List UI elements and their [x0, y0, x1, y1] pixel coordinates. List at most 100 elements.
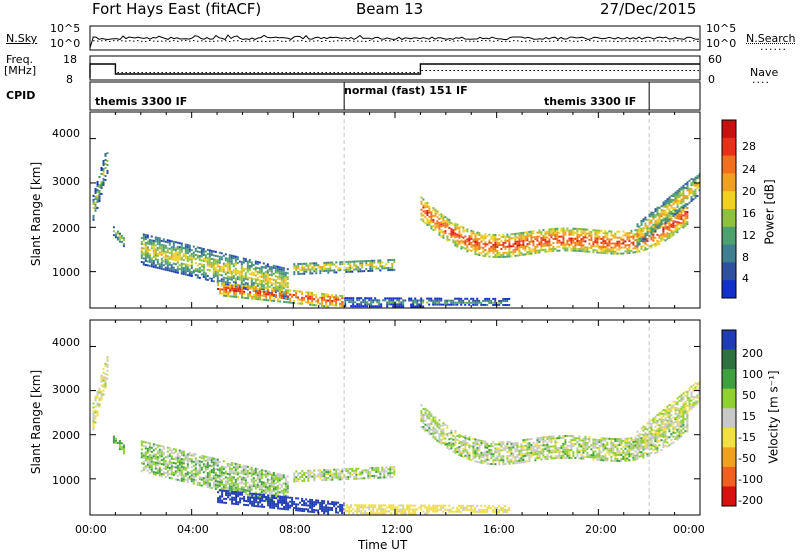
power-echo-cell: [432, 209, 435, 211]
power-echo-cell: [156, 252, 159, 255]
power-echo-cell: [660, 205, 663, 208]
velocity-echo-cell: [351, 469, 354, 472]
power-echo-cell: [400, 305, 403, 308]
power-echo-cell: [652, 225, 655, 228]
power-echo-cell: [357, 260, 360, 263]
velocity-echo-cell: [162, 445, 165, 448]
velocity-echo-cell: [341, 478, 344, 481]
power-echo-cell: [225, 286, 228, 289]
velocity-echo-cell: [118, 448, 121, 451]
velocity-echo-cell: [345, 478, 348, 481]
power-echo-cell: [162, 244, 165, 247]
power-echo-cell: [538, 243, 541, 246]
power-echo-cell: [672, 193, 675, 196]
velocity-echo-cell: [144, 457, 147, 460]
power-echo-cell: [454, 222, 457, 225]
power-echo-cell: [241, 290, 244, 293]
power-echo-cell: [365, 260, 368, 263]
power-echo-cell: [359, 264, 362, 267]
power-echo-cell: [305, 270, 308, 273]
velocity-echo-cell: [410, 508, 413, 511]
power-echo-cell: [178, 246, 181, 249]
power-echo-cell: [428, 215, 431, 218]
power-echo-cell: [680, 198, 683, 201]
power-echo-cell: [540, 245, 543, 248]
power-echo-cell: [186, 250, 189, 253]
power-echo-cell: [284, 271, 287, 274]
velocity-echo-cell: [458, 442, 461, 444]
power-echo-cell: [428, 211, 431, 214]
power-echo-cell: [480, 234, 483, 237]
power-echo-cell: [217, 282, 220, 285]
power-echo-cell: [219, 292, 222, 295]
power-echo-cell: [456, 243, 459, 246]
power-echo-cell: [656, 221, 659, 224]
power-echo-cell: [638, 241, 641, 244]
velocity-echo-cell: [92, 418, 95, 421]
power-echo-cell: [522, 243, 525, 246]
power-echo-cell: [544, 250, 547, 253]
power-echo-cell: [628, 240, 631, 242]
power-echo-cell: [237, 296, 240, 299]
velocity-echo-cell: [236, 483, 239, 486]
power-echo-cell: [98, 195, 101, 198]
power-echo-cell: [166, 247, 169, 250]
power-echo-cell: [94, 195, 97, 198]
power-echo-cell: [307, 301, 310, 304]
velocity-echo-cell: [420, 414, 423, 417]
velocity-echo-cell: [394, 506, 397, 509]
power-echo-cell: [504, 237, 507, 240]
power-echo-cell: [333, 300, 336, 303]
velocity-echo-cell: [311, 508, 314, 511]
velocity-echo-cell: [170, 455, 173, 458]
velocity-echo-cell: [194, 465, 197, 468]
power-echo-cell: [387, 269, 390, 272]
power-echo-cell: [299, 298, 302, 301]
velocity-echo-cell: [350, 510, 353, 513]
power-echo-cell: [478, 234, 481, 237]
power-echo-cell: [230, 276, 233, 279]
power-echo-cell: [277, 298, 280, 301]
power-echo-cell: [578, 234, 581, 236]
power-echo-cell: [528, 242, 531, 245]
power-echo-cell: [674, 195, 677, 198]
power-echo-cell: [682, 222, 685, 225]
velocity-echo-cell: [388, 504, 391, 507]
velocity-echo-cell: [168, 469, 171, 471]
velocity-echo-cell: [486, 506, 489, 509]
power-echo-cell: [146, 242, 149, 245]
velocity-echo-cell: [284, 484, 287, 487]
power-echo-cell: [194, 262, 197, 264]
velocity-echo-cell: [315, 475, 318, 478]
power-echo-cell: [225, 290, 228, 293]
power-echo-cell: [186, 264, 189, 267]
power-echo-cell: [268, 273, 271, 276]
power-echo-cell: [174, 255, 177, 258]
power-echo-cell: [482, 234, 485, 237]
power-echo-cell: [470, 243, 473, 246]
power-echo-cell: [424, 206, 427, 209]
velocity-echo-cell: [224, 488, 227, 491]
power-echo-cell: [562, 239, 565, 242]
power-echo-cell: [694, 178, 697, 181]
velocity-echo-cell: [194, 463, 197, 466]
velocity-echo-cell: [156, 460, 159, 463]
velocity-echo-cell: [150, 460, 153, 463]
power-echo-cell: [140, 261, 143, 263]
power-echo-cell: [259, 296, 262, 299]
power-echo-cell: [92, 216, 95, 219]
power-echo-cell: [146, 240, 149, 243]
power-echo-cell: [356, 305, 359, 308]
velocity-echo-cell: [156, 446, 159, 449]
power-echo-cell: [452, 231, 455, 234]
velocity-echo-cell: [190, 458, 193, 461]
power-echo-cell: [352, 305, 355, 308]
power-echo-cell: [656, 208, 659, 211]
power-echo-cell: [196, 256, 199, 259]
velocity-echo-cell: [341, 510, 344, 512]
power-echo-cell: [636, 246, 639, 249]
velocity-echo-cell: [221, 501, 224, 504]
velocity-echo-cell: [305, 502, 308, 505]
velocity-echo-cell: [246, 493, 249, 496]
velocity-echo-cell: [212, 481, 215, 484]
